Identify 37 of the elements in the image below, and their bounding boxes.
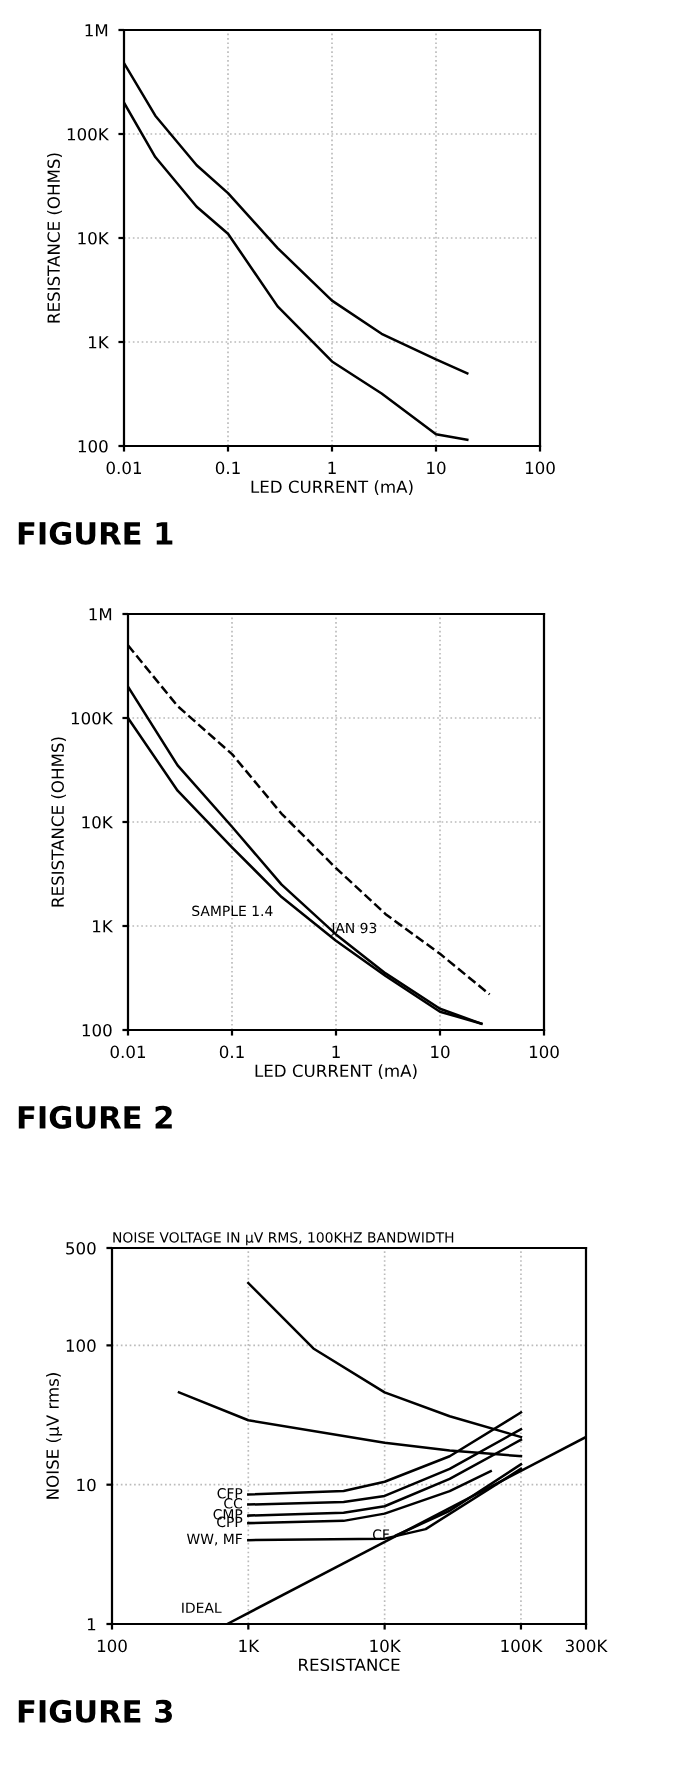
- y-tick-label: 1K: [93, 920, 114, 933]
- y-tick-label: 1K: [89, 336, 110, 349]
- y-tick-label: 1: [87, 1618, 96, 1631]
- x-tick-label: 1K: [239, 1639, 260, 1652]
- y-tick-label: 100K: [71, 711, 114, 725]
- y-tick-label: 1M: [85, 24, 108, 37]
- text: FIGURE 2: [18, 1105, 172, 1129]
- x-axis-title: RESISTANCE: [299, 1658, 400, 1672]
- y-tick-label: 100: [66, 1339, 96, 1352]
- x-tick-label: 1: [328, 461, 336, 474]
- y-axis-title: NOISE (μV rms): [46, 1373, 63, 1499]
- x-tick-label: 100K: [501, 1639, 543, 1653]
- x-tick-label: 0.1: [215, 461, 240, 475]
- y-axis-title: RESISTANCE (OHMS): [47, 153, 62, 323]
- y-axis-title: RESISTANCE (OHMS): [51, 737, 66, 907]
- x-tick-label: 0.01: [110, 1045, 146, 1059]
- text: FIGURE 3: [18, 1699, 172, 1723]
- x-tick-label: 10K: [370, 1639, 402, 1653]
- x-axis-title: LED CURRENT (mA): [255, 1064, 417, 1080]
- y-tick-label: 10K: [82, 815, 114, 829]
- x-tick-label: 10: [427, 461, 446, 475]
- x-tick-label: 100: [529, 1045, 559, 1059]
- x-tick-label: 100: [525, 461, 555, 475]
- x-tick-label: 300K: [565, 1639, 608, 1653]
- y-tick-label: 100: [78, 439, 108, 453]
- x-tick-label: 10: [431, 1045, 450, 1059]
- y-tick-label: 10K: [78, 231, 110, 245]
- y-tick-label: 10: [77, 1478, 96, 1492]
- y-tick-label: 100: [82, 1023, 112, 1037]
- x-tick-label: 0.1: [219, 1045, 244, 1059]
- text: FIGURE 1: [18, 521, 173, 545]
- y-tick-label: 500: [66, 1241, 96, 1255]
- y-tick-label: 1M: [89, 608, 112, 621]
- y-tick-label: 100K: [67, 127, 110, 141]
- x-tick-label: 0.01: [106, 461, 142, 475]
- x-tick-label: 1: [332, 1045, 340, 1058]
- x-axis-title: LED CURRENT (mA): [251, 480, 413, 496]
